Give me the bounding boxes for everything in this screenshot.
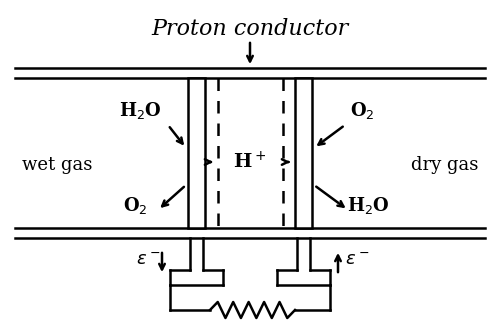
Text: H$_2$O: H$_2$O [346,195,390,215]
Text: O$_2$: O$_2$ [122,195,148,215]
Text: H$^+$: H$^+$ [234,151,266,173]
Text: wet gas: wet gas [22,156,92,174]
Text: dry gas: dry gas [410,156,478,174]
Text: O$_2$: O$_2$ [350,100,374,121]
Text: $\varepsilon^-$: $\varepsilon^-$ [345,251,370,269]
Text: Proton conductor: Proton conductor [152,18,348,40]
Text: $\varepsilon^-$: $\varepsilon^-$ [136,251,160,269]
Text: H$_2$O: H$_2$O [118,100,162,121]
Bar [295,78,312,228]
Bar [188,78,205,228]
